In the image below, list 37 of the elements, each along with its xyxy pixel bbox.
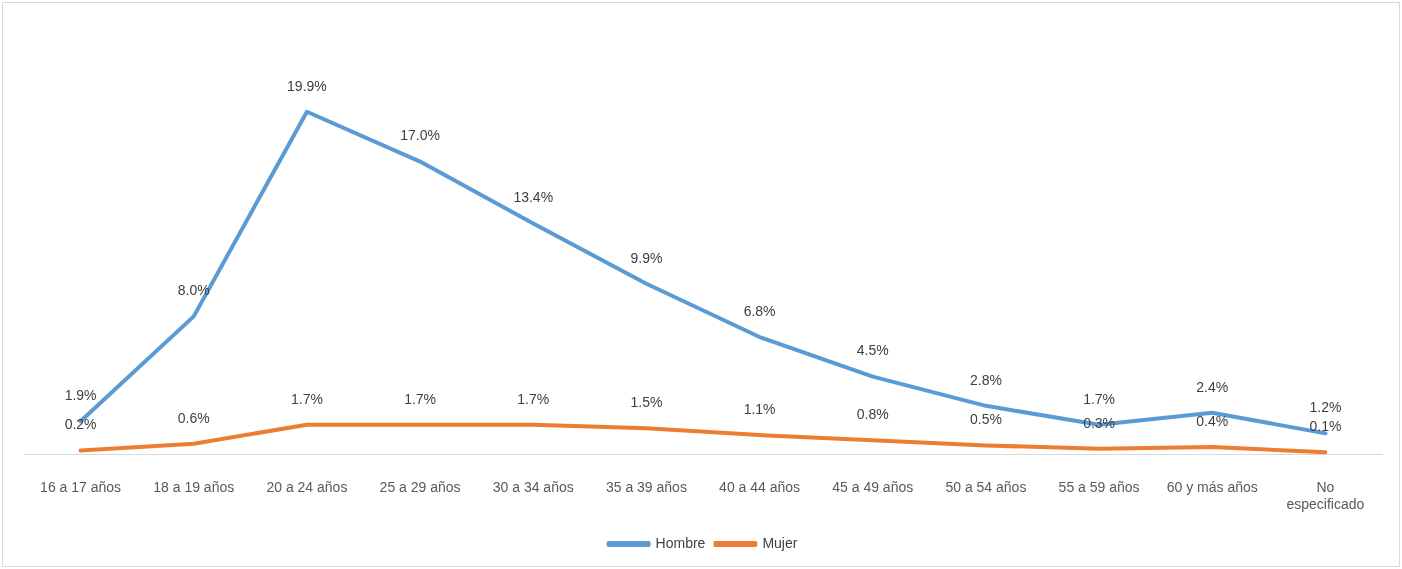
data-label: 1.7% [290, 390, 323, 407]
x-tick-label: 18 a 19 años [153, 479, 235, 496]
data-label: 6.8% [743, 302, 776, 319]
x-tick-label: 40 a 44 años [719, 479, 801, 496]
x-tick-label: 30 a 34 años [492, 479, 574, 496]
data-label: 13.4% [513, 189, 554, 206]
data-label: 0.1% [1309, 418, 1342, 435]
data-label: 1.2% [1309, 399, 1342, 416]
data-label: 1.7% [517, 390, 550, 407]
legend-label: Hombre [655, 534, 706, 551]
data-label: 2.8% [969, 371, 1002, 388]
legend-label: Mujer [762, 534, 798, 551]
x-tick-label: 45 a 49 años [832, 479, 914, 496]
data-label: 1.7% [404, 390, 437, 407]
data-label: 1.5% [630, 394, 663, 411]
data-label: 1.9% [64, 387, 97, 404]
x-tick-label: 60 y más años [1166, 479, 1258, 496]
data-label: 0.8% [856, 406, 889, 423]
x-tick-label: 50 a 54 años [945, 479, 1027, 496]
data-label: 9.9% [630, 249, 663, 266]
x-tick-label: 16 a 17 años [40, 479, 122, 496]
data-label: 1.1% [743, 400, 776, 417]
x-tick-label: 25 a 29 años [379, 479, 461, 496]
data-label: 4.5% [856, 342, 889, 359]
data-label: 1.7% [1083, 390, 1116, 407]
data-label: 17.0% [400, 127, 440, 144]
data-label: 2.4% [1196, 378, 1229, 395]
x-tick-label: 55 a 59 años [1058, 479, 1140, 496]
data-label: 0.5% [969, 411, 1002, 428]
data-label: 19.9% [287, 77, 327, 94]
data-label: 0.6% [177, 409, 210, 426]
x-tick-label: No especificado [1286, 479, 1365, 513]
x-tick-label: 20 a 24 años [266, 479, 348, 496]
x-tick-label: 35 a 39 años [605, 479, 687, 496]
data-label: 0.3% [1083, 414, 1116, 431]
data-label: 0.2% [64, 416, 97, 433]
data-label: 0.4% [1196, 412, 1229, 429]
